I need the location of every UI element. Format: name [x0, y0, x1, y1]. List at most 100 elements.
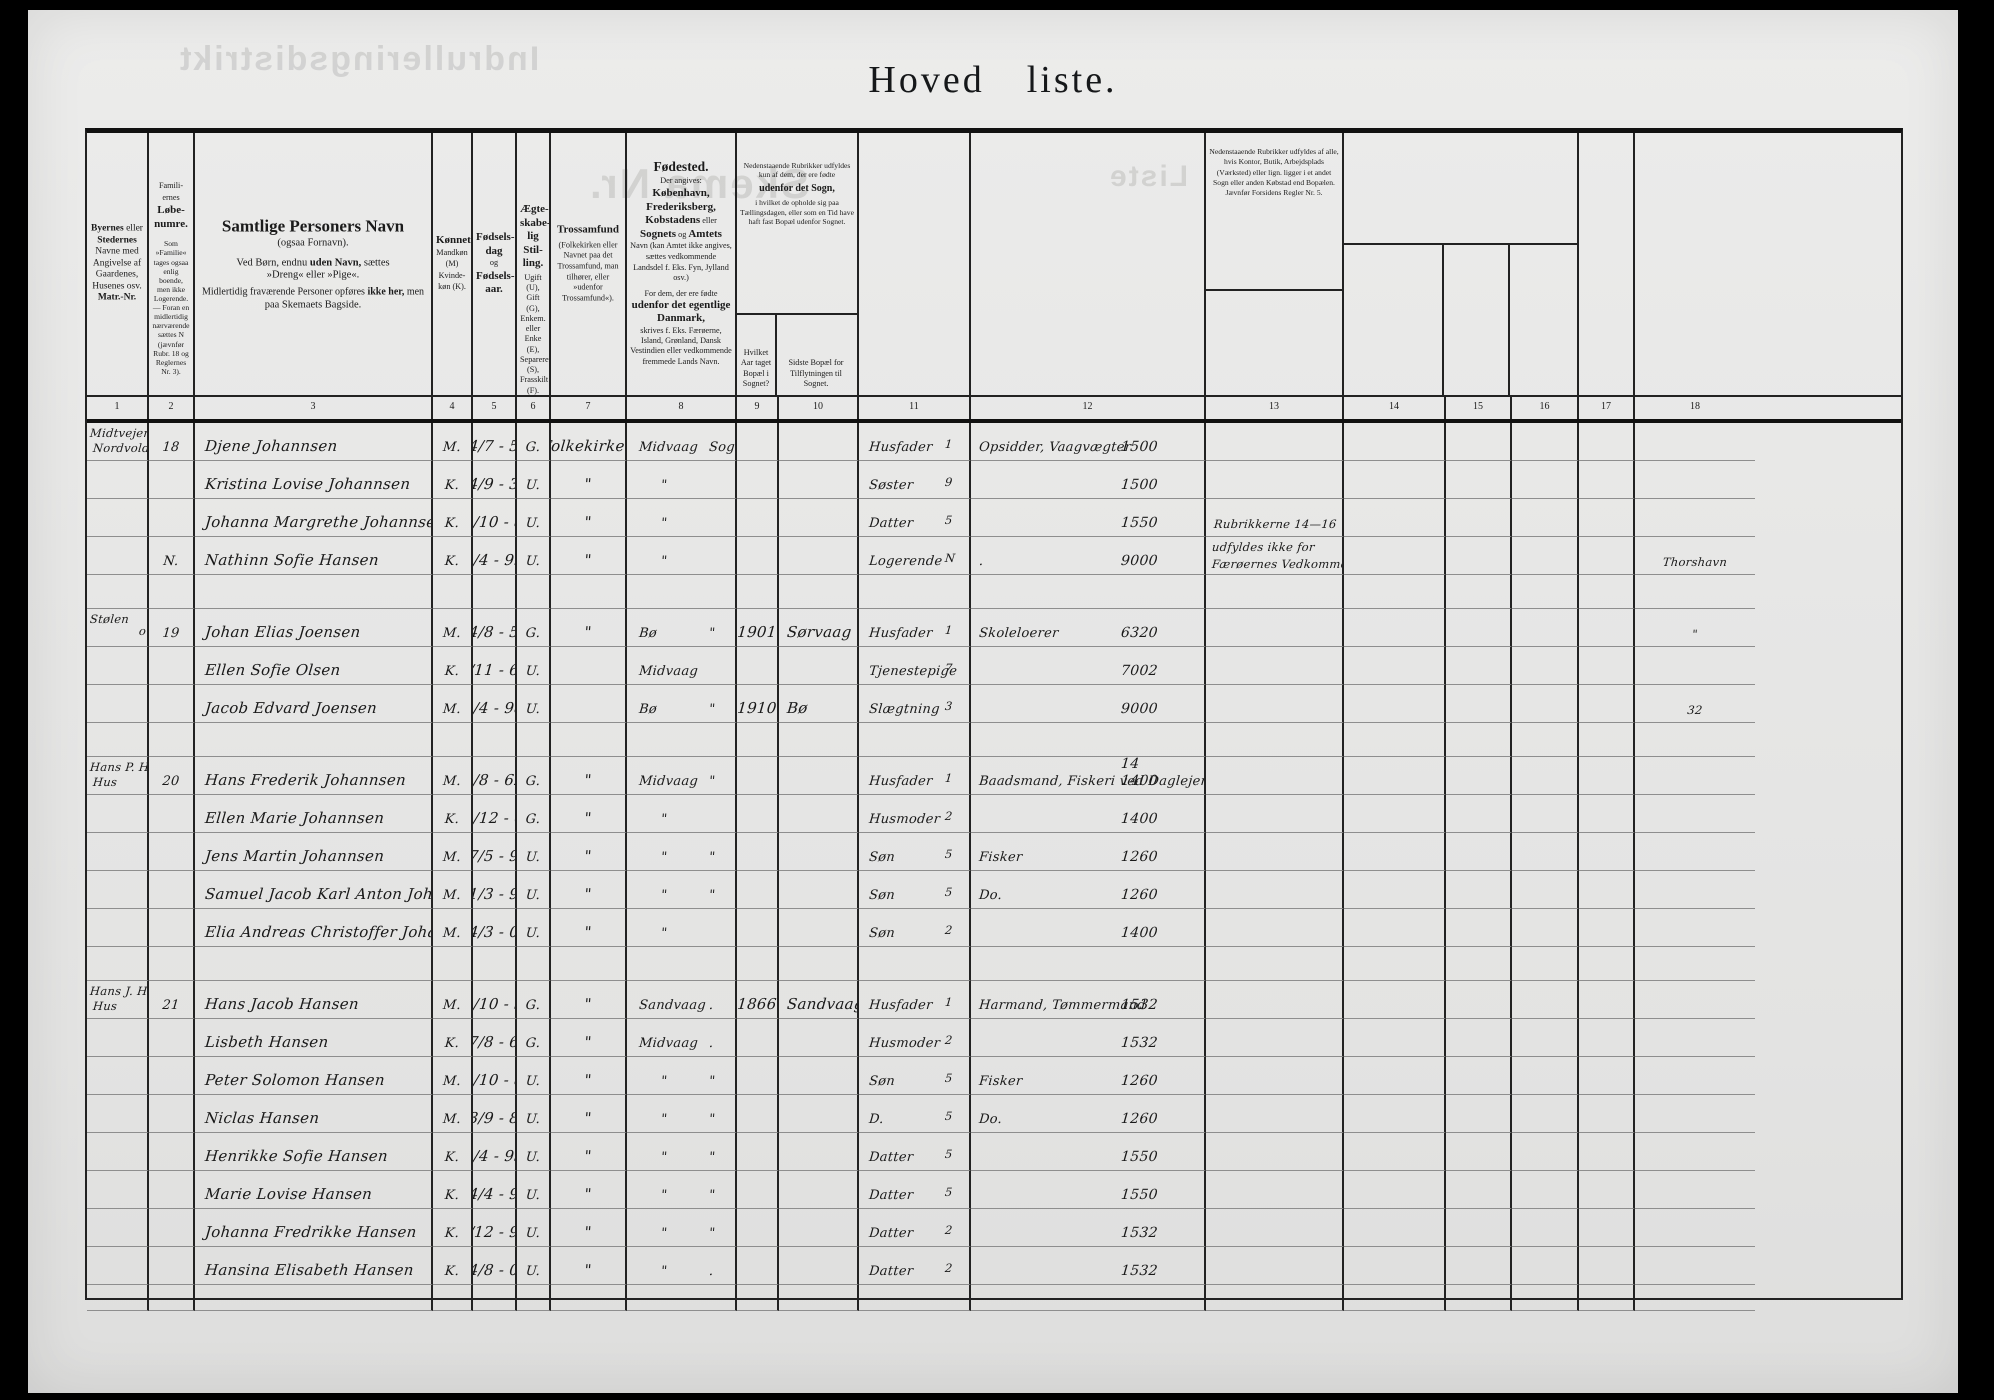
cell-14 [1344, 947, 1446, 981]
cell-11 [859, 575, 971, 609]
occupation-text: Skoleloerer [978, 626, 1060, 641]
birthplace-amt: " [708, 626, 716, 641]
cell-1 [87, 795, 149, 833]
cell-value-3: Henrikke Sofie Hansen [204, 1147, 389, 1165]
family-position-code: 5 [944, 1109, 954, 1123]
cell-value-3: Nathinn Sofie Hansen [204, 551, 380, 569]
colnum-15: 15 [1446, 397, 1512, 419]
place-name-line1: Midtvejen [89, 426, 149, 440]
birthplace-amt: " [708, 1188, 716, 1203]
header-arbejdssted-group [1344, 133, 1579, 395]
hdr-2-t3: Løbe- [157, 204, 185, 217]
cell-2 [149, 499, 195, 537]
cell-12 [971, 1285, 1206, 1311]
cell-1 [87, 871, 149, 909]
cell-1 [87, 1095, 149, 1133]
cell-4: M. [433, 685, 473, 723]
cell-7: " [551, 537, 627, 575]
cell-10: Sandvaag [779, 981, 859, 1019]
family-position-code: 1 [944, 995, 954, 1009]
family-position-code: 1 [944, 437, 954, 451]
cell-10: Sørvaag [779, 609, 859, 647]
cell-6 [517, 723, 551, 757]
cell-10 [779, 795, 859, 833]
cell-16 [1512, 871, 1579, 909]
cell-9 [737, 499, 779, 537]
cell-1: Hans P. Hansen Hus [87, 757, 149, 795]
cell-7 [551, 1285, 627, 1311]
family-position-code: 1 [944, 771, 954, 785]
cell-3 [195, 723, 433, 757]
cell-13 [1206, 1133, 1344, 1171]
cell-6 [517, 1285, 551, 1311]
family-position: Husmoder [868, 1036, 941, 1051]
cell-9 [737, 1247, 779, 1285]
cell-15 [1446, 1095, 1512, 1133]
cell-1 [87, 1247, 149, 1285]
header-anmaerkninger [1635, 133, 1755, 395]
cell-2 [149, 833, 195, 871]
cell-14 [1344, 833, 1446, 871]
cell-11: Søn 2 [859, 909, 971, 947]
cell-10 [779, 423, 859, 461]
cell-value-7: " [583, 623, 593, 641]
cell-17 [1579, 685, 1635, 723]
cell-4: K. [433, 537, 473, 575]
cell-value-4: K. [444, 554, 460, 569]
page-title-right: liste. [1026, 59, 1118, 101]
cell-5: 8/8 - 62 [473, 757, 517, 795]
table-row: Hans P. Hansen Hus 20 Hans Frederik Johanns… [87, 757, 1901, 795]
cell-value-5: 2/11 - 64 [473, 661, 517, 679]
occupation-code: 1532 [1120, 1263, 1159, 1279]
colnum-3: 3 [195, 397, 433, 419]
cell-17 [1579, 947, 1635, 981]
cell-1 [87, 1285, 149, 1311]
cell-4: M. [433, 423, 473, 461]
cell-15 [1446, 723, 1512, 757]
birthplace-amt: " [708, 1150, 716, 1165]
cell-15 [1446, 833, 1512, 871]
cell-16 [1512, 1019, 1579, 1057]
cell-value-3: Samuel Jacob Karl Anton Johannsen [204, 885, 433, 903]
cell-4: K. [433, 1171, 473, 1209]
colnum-1: 1 [87, 397, 149, 419]
cell-16 [1512, 1133, 1579, 1171]
cell-7: Folkekirken [551, 423, 627, 461]
cell-16 [1512, 947, 1579, 981]
hdr-4-l1: Mandkøn [436, 247, 468, 257]
cell-4: K. [433, 795, 473, 833]
hdr-4-l3: Kvinde- [438, 270, 466, 280]
household-separator-row [87, 947, 1901, 981]
birthplace: " [660, 1264, 668, 1279]
cell-4: M. [433, 1057, 473, 1095]
cell-8: " [627, 499, 737, 537]
cell-18 [1635, 575, 1755, 609]
cell-9 [737, 1209, 779, 1247]
hdr-910-intro-a: Nedenstaaende Rubrikker udfyldes kun af … [743, 161, 851, 180]
cell-9 [737, 1057, 779, 1095]
cell-2 [149, 1209, 195, 1247]
cell-1 [87, 833, 149, 871]
table-header-row: Byernes eller Stedernes Navne med Angive… [87, 133, 1901, 395]
cell-2 [149, 1095, 195, 1133]
birthplace: " [660, 478, 668, 493]
hdr-8-l8: udenfor det egentlige Danmark, [631, 298, 731, 325]
cell-10 [779, 1247, 859, 1285]
cell-18 [1635, 833, 1755, 871]
cell-value-6: U. [525, 1264, 541, 1279]
cell-1: Midtvejen Nordvold [87, 423, 149, 461]
birthplace-amt: " [708, 1226, 716, 1241]
family-position-code: 2 [944, 809, 954, 823]
hdr-9-text: Hvilket Aar taget Bopæl i Sognet? [740, 348, 772, 388]
cell-value-5: 11/3 - 94 [473, 885, 517, 903]
hdr-3-l1b: uden Navn, [309, 256, 362, 268]
cell-10 [779, 1095, 859, 1133]
cell-11: Datter 2 [859, 1209, 971, 1247]
cell-4: K. [433, 647, 473, 685]
cell-1 [87, 723, 149, 757]
cell-2 [149, 1133, 195, 1171]
occupation-text: Do. [978, 888, 1003, 903]
cell-value-6: U. [525, 702, 541, 717]
family-position: Husmoder [868, 812, 941, 827]
cell-15 [1446, 461, 1512, 499]
